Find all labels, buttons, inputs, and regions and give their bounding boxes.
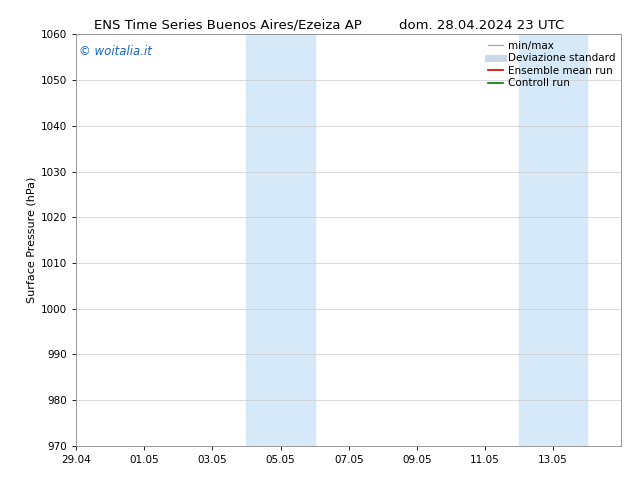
- Text: dom. 28.04.2024 23 UTC: dom. 28.04.2024 23 UTC: [399, 19, 564, 32]
- Legend: min/max, Deviazione standard, Ensemble mean run, Controll run: min/max, Deviazione standard, Ensemble m…: [484, 36, 619, 93]
- Bar: [247, 34, 314, 446]
- Text: ENS Time Series Buenos Aires/Ezeiza AP: ENS Time Series Buenos Aires/Ezeiza AP: [94, 19, 362, 32]
- Bar: [519, 34, 587, 446]
- Y-axis label: Surface Pressure (hPa): Surface Pressure (hPa): [27, 177, 37, 303]
- Text: © woitalia.it: © woitalia.it: [79, 45, 152, 58]
